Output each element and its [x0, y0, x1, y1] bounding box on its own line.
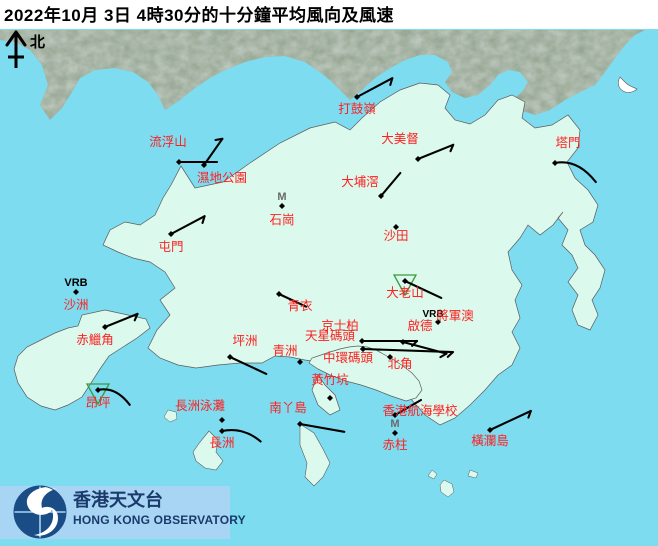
svg-text:長洲泳灘: 長洲泳灘 — [175, 399, 226, 413]
svg-text:沙田: 沙田 — [383, 229, 408, 243]
svg-text:中環碼頭: 中環碼頭 — [323, 350, 374, 365]
svg-text:香港天文台: 香港天文台 — [72, 489, 163, 510]
svg-text:北: 北 — [30, 34, 45, 51]
svg-text:赤柱: 赤柱 — [382, 437, 407, 452]
svg-text:大老山: 大老山 — [386, 286, 424, 300]
svg-text:M: M — [277, 191, 286, 203]
svg-text:濕地公園: 濕地公園 — [197, 171, 247, 185]
svg-text:打鼓嶺: 打鼓嶺 — [338, 102, 376, 116]
svg-text:塔門: 塔門 — [555, 136, 580, 150]
svg-text:HONG KONG OBSERVATORY: HONG KONG OBSERVATORY — [73, 513, 246, 527]
svg-text:M: M — [390, 418, 399, 430]
svg-text:流浮山: 流浮山 — [149, 135, 187, 149]
svg-text:大埔滘: 大埔滘 — [341, 175, 379, 189]
svg-text:大美督: 大美督 — [381, 131, 419, 146]
svg-text:南丫島: 南丫島 — [269, 400, 307, 415]
svg-text:北角: 北角 — [387, 357, 412, 371]
svg-text:石崗: 石崗 — [269, 213, 294, 227]
svg-text:青衣: 青衣 — [287, 298, 313, 313]
svg-text:坪洲: 坪洲 — [232, 334, 257, 348]
svg-text:VRB: VRB — [64, 277, 87, 289]
svg-text:啟德: 啟德 — [407, 318, 433, 333]
svg-text:長洲: 長洲 — [209, 436, 234, 450]
svg-text:橫瀾島: 橫瀾島 — [471, 433, 509, 448]
svg-text:屯門: 屯門 — [158, 240, 183, 254]
svg-text:青洲: 青洲 — [272, 344, 297, 358]
svg-text:沙洲: 沙洲 — [63, 298, 88, 312]
svg-text:赤鱲角: 赤鱲角 — [76, 333, 114, 347]
svg-text:天星碼頭: 天星碼頭 — [305, 329, 356, 343]
svg-text:昂坪: 昂坪 — [85, 396, 110, 410]
svg-text:將軍澳: 將軍澳 — [436, 308, 474, 323]
svg-text:黃竹坑: 黃竹坑 — [311, 372, 349, 387]
svg-text:香港航海學校: 香港航海學校 — [382, 403, 458, 418]
